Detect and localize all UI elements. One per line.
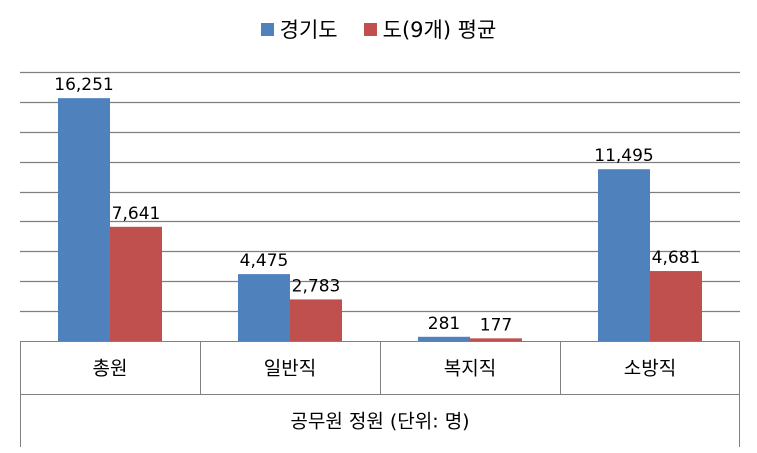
data-label: 2,783 (292, 276, 341, 296)
bar (650, 271, 702, 341)
bar (238, 274, 290, 341)
data-label: 281 (428, 314, 460, 334)
legend-label-province-average: 도(9개) 평균 (382, 18, 497, 42)
chart-legend: 경기도 도(9개) 평균 (0, 14, 757, 44)
data-label: 4,681 (652, 248, 701, 268)
bar (418, 336, 470, 341)
bar (110, 226, 162, 341)
category-label: 복지직 (444, 358, 496, 380)
data-label: 177 (480, 315, 512, 335)
legend-item-gyeonggi: 경기도 (260, 14, 338, 44)
category-label: 소방직 (624, 358, 676, 380)
bar (470, 338, 522, 341)
bar (598, 169, 650, 341)
legend-swatch-province-average (363, 22, 377, 36)
category-label: 일반직 (264, 358, 316, 380)
data-label: 11,495 (594, 146, 653, 166)
data-label: 16,251 (54, 75, 113, 95)
bar (58, 98, 110, 341)
legend-swatch-gyeonggi (260, 22, 274, 36)
data-label: 7,641 (112, 204, 161, 224)
x-axis-title: 공무원 정원 (단위: 명) (290, 411, 469, 433)
category-label: 총원 (93, 358, 128, 380)
bar (290, 299, 342, 341)
legend-item-province-average: 도(9개) 평균 (363, 14, 497, 44)
legend-label-gyeonggi: 경기도 (279, 18, 338, 42)
data-label: 4,475 (240, 251, 289, 271)
